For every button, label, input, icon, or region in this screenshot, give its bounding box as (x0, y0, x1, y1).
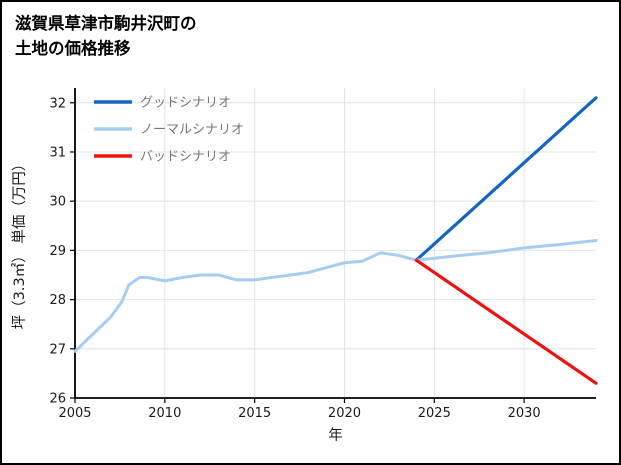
chart-title: 滋賀県草津市駒井沢町の 土地の価格推移 (15, 12, 197, 62)
legend-label: バッドシナリオ (140, 150, 231, 165)
x-tick-label: 2020 (328, 406, 361, 421)
chart-title-line1: 滋賀県草津市駒井沢町の (15, 14, 197, 33)
series-line-2 (414, 258, 598, 385)
y-tick-label: 27 (49, 342, 66, 357)
x-tick-label: 2025 (418, 406, 451, 421)
x-tick-label: 2015 (238, 406, 271, 421)
y-axis-label: 坪（3.3㎡） 単価（万円） (11, 157, 28, 330)
y-tick-label: 28 (49, 293, 66, 308)
chart-title-line2: 土地の価格推移 (15, 38, 131, 58)
x-tick-label: 2030 (508, 406, 541, 421)
x-axis-label: 年 (328, 427, 343, 444)
legend-label: ノーマルシナリオ (140, 123, 244, 138)
y-tick-label: 29 (49, 244, 66, 259)
y-tick-label: 30 (49, 195, 66, 210)
y-tick-label: 26 (49, 392, 66, 407)
legend-label: グッドシナリオ (140, 96, 231, 111)
series-line-1 (73, 239, 598, 353)
x-tick-label: 2005 (58, 406, 91, 421)
y-tick-label: 31 (49, 145, 66, 160)
series-line-0 (414, 96, 598, 262)
x-tick-label: 2010 (148, 406, 181, 421)
y-tick-label: 32 (49, 96, 66, 111)
